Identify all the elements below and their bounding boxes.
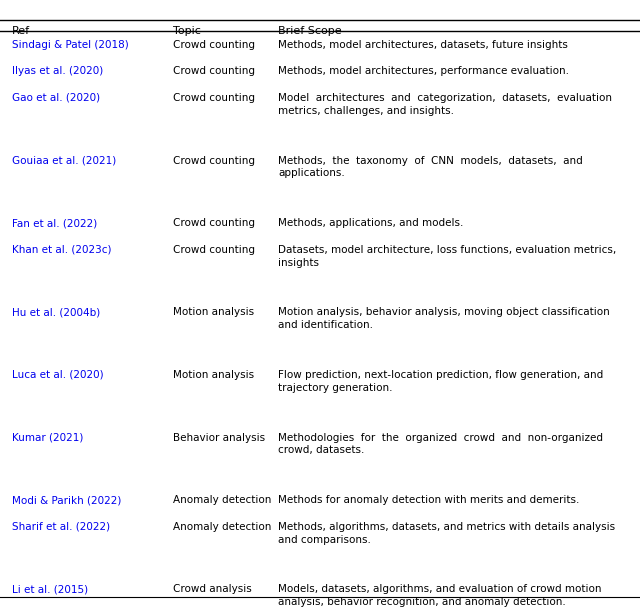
Text: Anomaly detection: Anomaly detection xyxy=(173,522,271,532)
Text: Gao et al. (2020): Gao et al. (2020) xyxy=(12,93,100,103)
Text: Fan et al. (2022): Fan et al. (2022) xyxy=(12,218,97,228)
Text: Flow prediction, next-location prediction, flow generation, and
trajectory gener: Flow prediction, next-location predictio… xyxy=(278,370,604,393)
Text: Crowd counting: Crowd counting xyxy=(173,245,255,255)
Text: Crowd counting: Crowd counting xyxy=(173,218,255,228)
Text: Sharif et al. (2022): Sharif et al. (2022) xyxy=(12,522,109,532)
Text: Motion analysis: Motion analysis xyxy=(173,307,254,317)
Text: Methods, applications, and models.: Methods, applications, and models. xyxy=(278,218,464,228)
Text: Luca et al. (2020): Luca et al. (2020) xyxy=(12,370,103,380)
Text: Crowd counting: Crowd counting xyxy=(173,40,255,49)
Text: Crowd counting: Crowd counting xyxy=(173,93,255,103)
Text: Crowd counting: Crowd counting xyxy=(173,66,255,76)
Text: Ilyas et al. (2020): Ilyas et al. (2020) xyxy=(12,66,103,76)
Text: Sindagi & Patel (2018): Sindagi & Patel (2018) xyxy=(12,40,128,49)
Text: Crowd analysis: Crowd analysis xyxy=(173,584,252,594)
Text: Modi & Parikh (2022): Modi & Parikh (2022) xyxy=(12,495,121,505)
Text: Topic: Topic xyxy=(173,26,201,35)
Text: Models, datasets, algorithms, and evaluation of crowd motion
analysis, behavior : Models, datasets, algorithms, and evalua… xyxy=(278,584,602,607)
Text: Methodologies  for  the  organized  crowd  and  non-organized
crowd, datasets.: Methodologies for the organized crowd an… xyxy=(278,432,604,455)
Text: Brief Scope: Brief Scope xyxy=(278,26,342,35)
Text: Li et al. (2015): Li et al. (2015) xyxy=(12,584,88,594)
Text: Methods for anomaly detection with merits and demerits.: Methods for anomaly detection with merit… xyxy=(278,495,580,505)
Text: Khan et al. (2023c): Khan et al. (2023c) xyxy=(12,245,111,255)
Text: Kumar (2021): Kumar (2021) xyxy=(12,432,83,442)
Text: Motion analysis: Motion analysis xyxy=(173,370,254,380)
Text: Anomaly detection: Anomaly detection xyxy=(173,495,271,505)
Text: Ref: Ref xyxy=(12,26,29,35)
Text: Hu et al. (2004b): Hu et al. (2004b) xyxy=(12,307,100,317)
Text: Model  architectures  and  categorization,  datasets,  evaluation
metrics, chall: Model architectures and categorization, … xyxy=(278,93,612,116)
Text: Methods, model architectures, datasets, future insights: Methods, model architectures, datasets, … xyxy=(278,40,568,49)
Text: Datasets, model architecture, loss functions, evaluation metrics,
insights: Datasets, model architecture, loss funct… xyxy=(278,245,617,268)
Text: Methods, model architectures, performance evaluation.: Methods, model architectures, performanc… xyxy=(278,66,570,76)
Text: Gouiaa et al. (2021): Gouiaa et al. (2021) xyxy=(12,156,116,165)
Text: Motion analysis, behavior analysis, moving object classification
and identificat: Motion analysis, behavior analysis, movi… xyxy=(278,307,610,330)
Text: Behavior analysis: Behavior analysis xyxy=(173,432,265,442)
Text: Methods, algorithms, datasets, and metrics with details analysis
and comparisons: Methods, algorithms, datasets, and metri… xyxy=(278,522,616,545)
Text: Crowd counting: Crowd counting xyxy=(173,156,255,165)
Text: Methods,  the  taxonomy  of  CNN  models,  datasets,  and
applications.: Methods, the taxonomy of CNN models, dat… xyxy=(278,156,583,178)
